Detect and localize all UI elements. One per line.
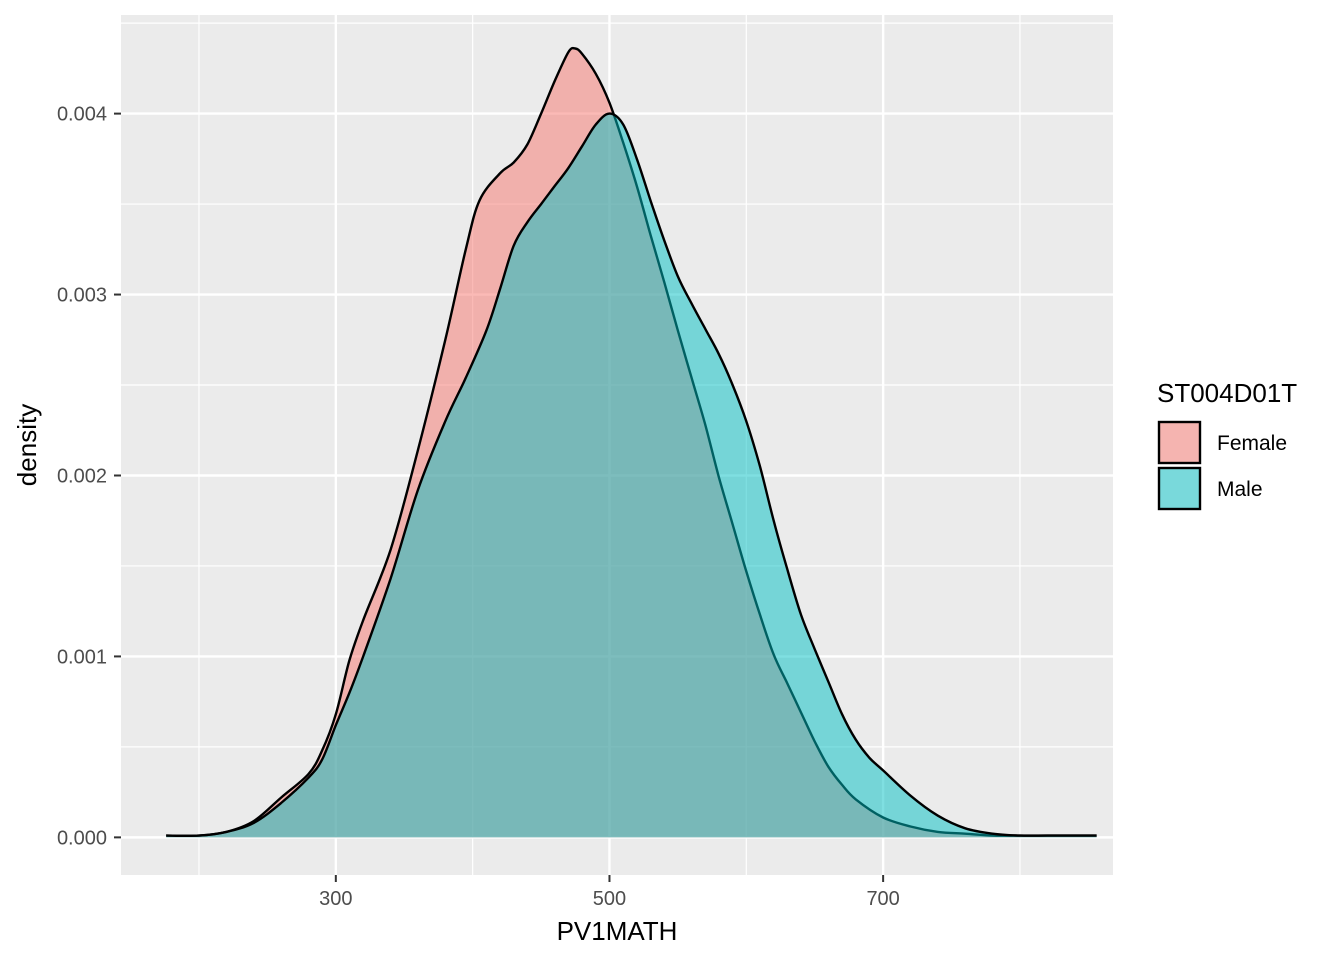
- y-tick-label: 0.003: [57, 285, 107, 307]
- y-tick-label: 0.004: [57, 104, 107, 126]
- density-area-male: [166, 113, 1097, 838]
- y-axis-title: density: [12, 404, 42, 486]
- legend-swatch-male: [1157, 466, 1202, 511]
- density-areas: [166, 46, 1097, 838]
- y-tick-label: 0.002: [57, 465, 107, 487]
- y-axis: 0.000 0.001 0.002 0.003 0.004: [57, 104, 121, 849]
- x-tick-label: 700: [866, 888, 899, 910]
- x-tick-label: 500: [593, 888, 626, 910]
- density-line-male: [166, 112, 1097, 838]
- legend-title: ST004D01T: [1157, 378, 1297, 408]
- x-axis: 300 500 700: [319, 875, 900, 910]
- legend-items: Female Male: [1157, 420, 1287, 511]
- legend-label-female: Female: [1217, 432, 1287, 455]
- y-tick-label: 0.001: [57, 646, 107, 668]
- y-tick-label: 0.000: [57, 827, 107, 849]
- legend: ST004D01T Female Male: [1157, 378, 1297, 511]
- legend-label-male: Male: [1217, 478, 1263, 501]
- x-axis-title: PV1MATH: [557, 916, 678, 946]
- x-tick-label: 300: [319, 888, 352, 910]
- legend-swatch-female: [1157, 420, 1202, 465]
